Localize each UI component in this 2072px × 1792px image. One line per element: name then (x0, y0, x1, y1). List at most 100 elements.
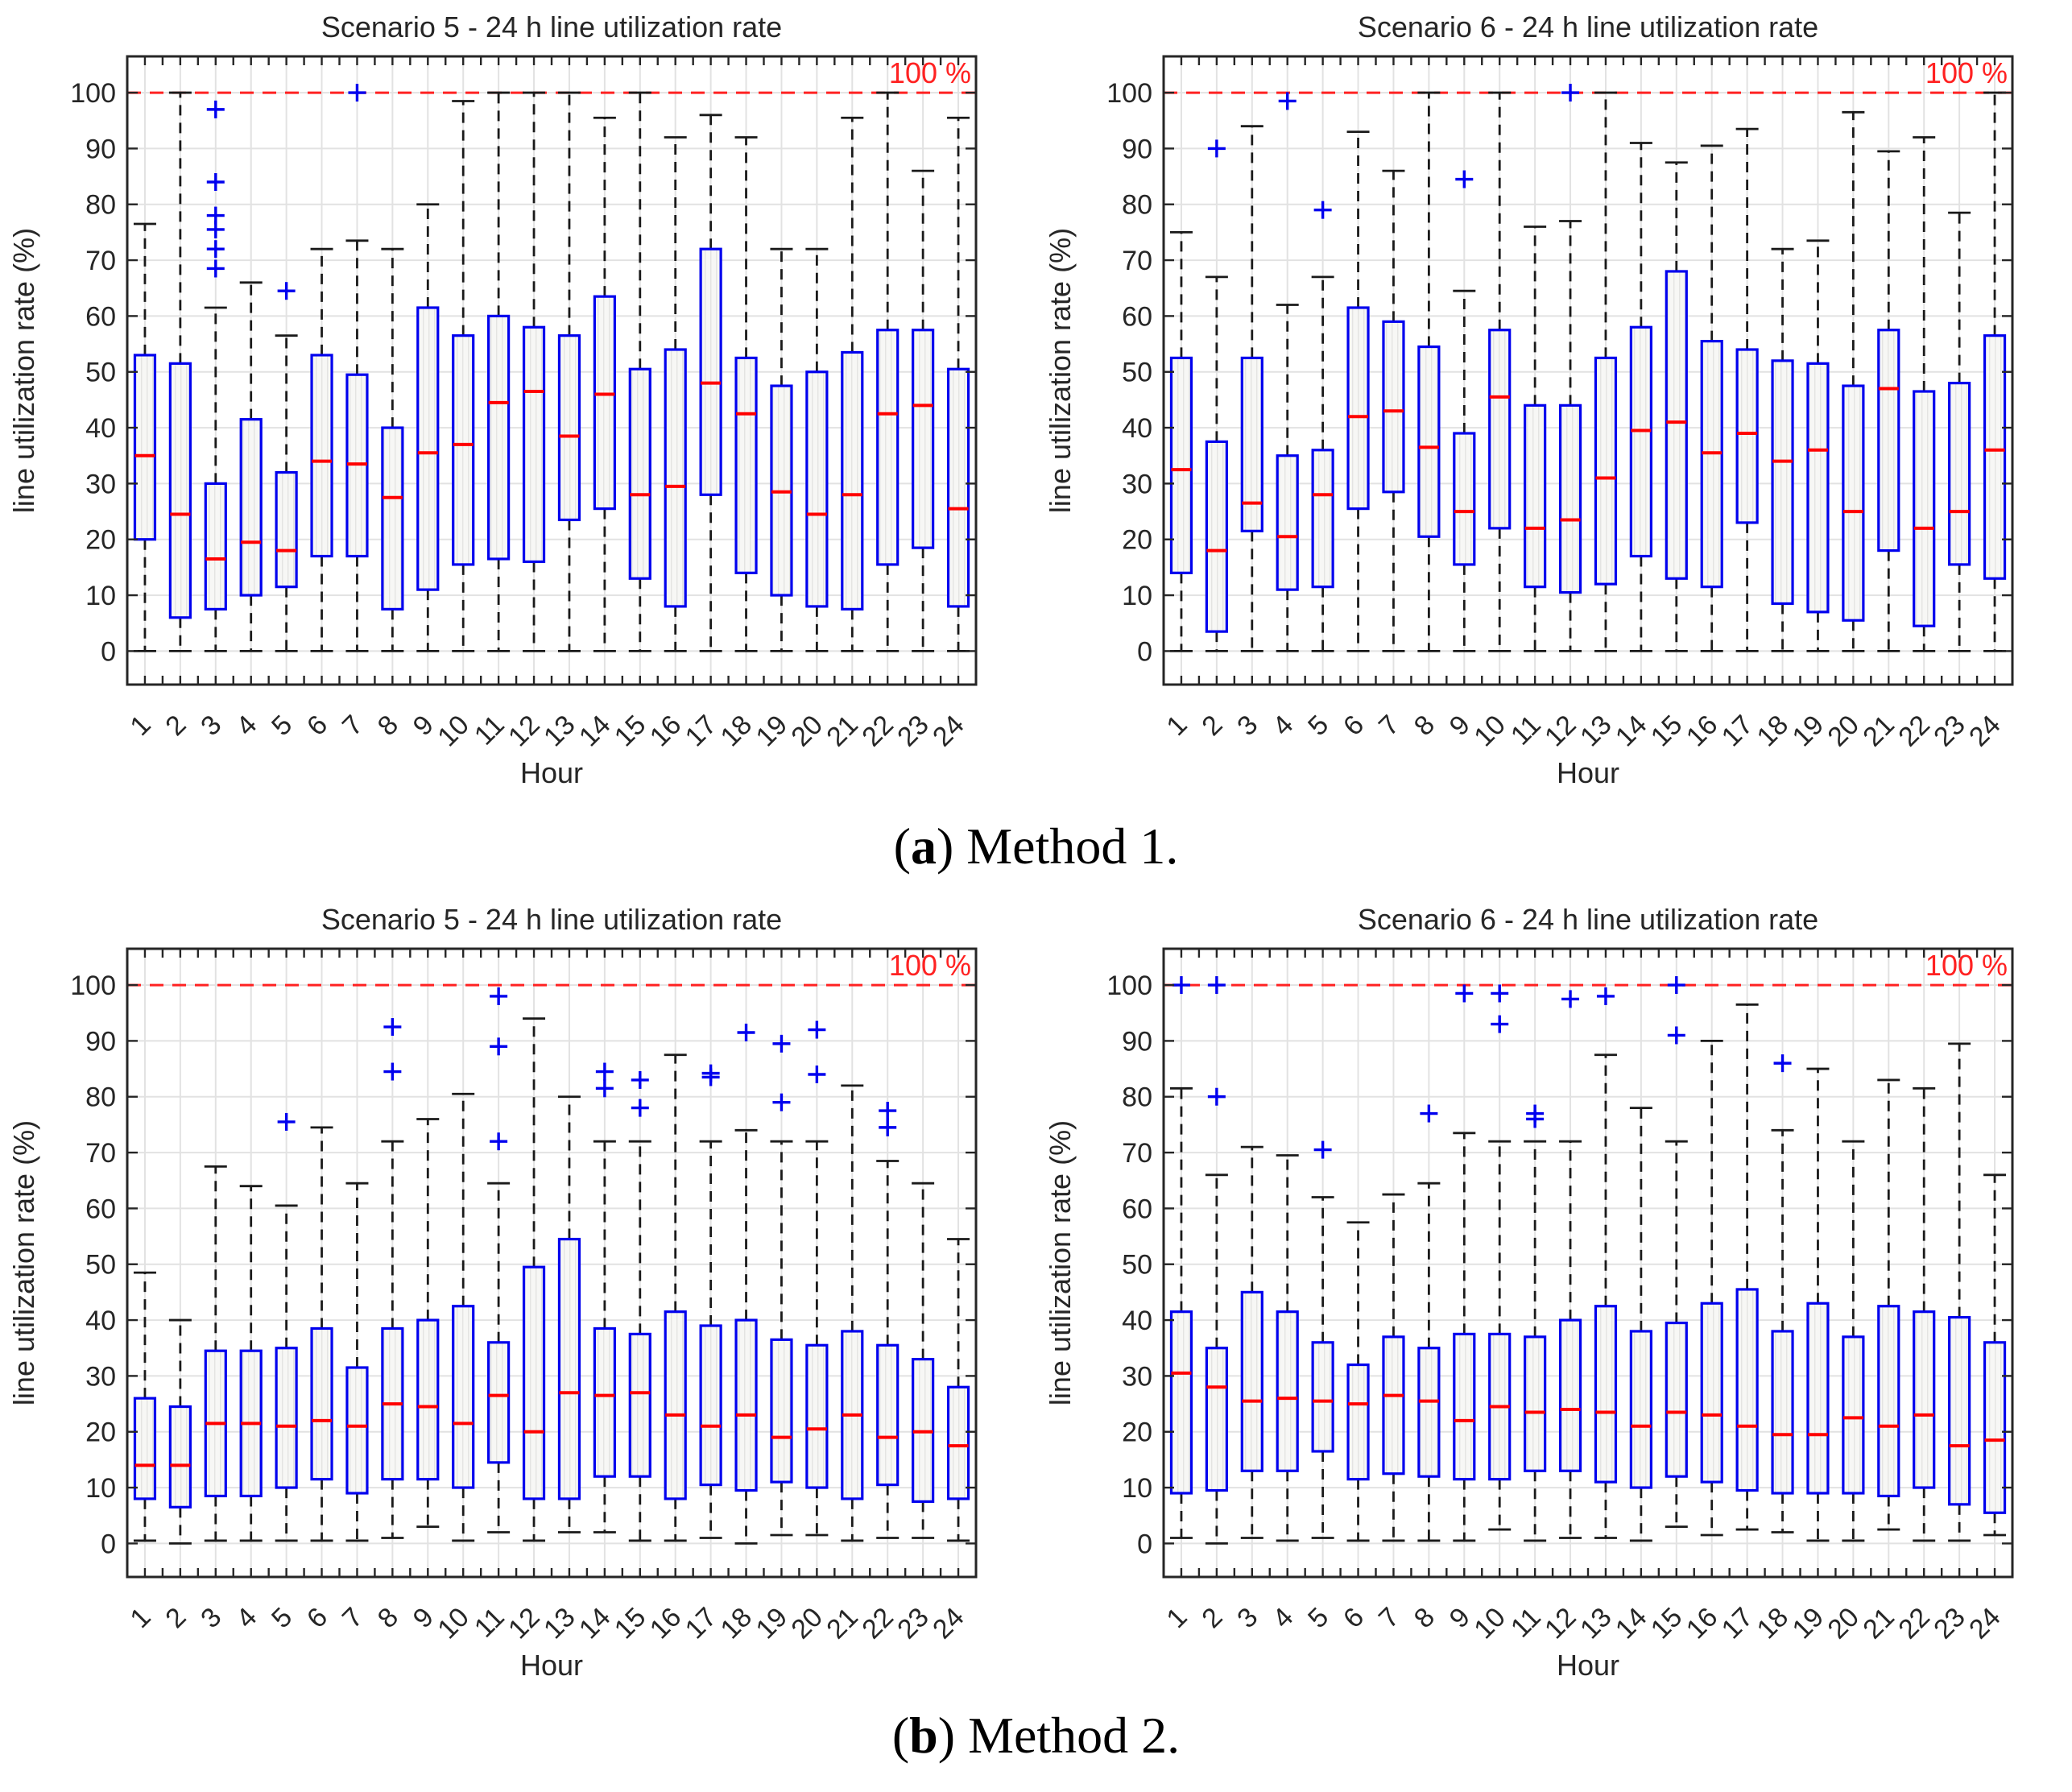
outlier-plus-hour-8 (383, 1062, 402, 1081)
outlier-plus-hour-5 (277, 282, 296, 300)
iqr-box (1524, 404, 1547, 589)
outlier-plus-hour-15 (631, 1099, 649, 1117)
outlier-plus-hour-1 (1172, 976, 1190, 995)
iqr-box (1382, 1335, 1405, 1475)
box-hour-7 (345, 239, 369, 652)
caption-method-1: (a) Method 1. (0, 817, 2072, 876)
y-tick-label: 60 (1122, 1194, 1152, 1224)
iqr-box (452, 334, 475, 566)
iqr-box (1948, 1315, 1971, 1506)
outliers-group (1207, 84, 1580, 219)
box-hour-19 (770, 1140, 793, 1537)
iqr-box (1629, 325, 1652, 558)
box-hour-11 (487, 1182, 511, 1533)
y-tick-label: 40 (85, 1306, 116, 1336)
iqr-box (805, 370, 829, 608)
outlier-plus-hour-17 (701, 1064, 720, 1082)
box-hour-23 (912, 1182, 935, 1539)
outlier-plus-hour-5 (1313, 1140, 1332, 1159)
box-hour-1 (133, 222, 157, 652)
outlier-plus-hour-15 (631, 1070, 649, 1089)
x-tick-label-hour-2: 2 (159, 710, 192, 742)
iqr-box (1983, 1341, 2007, 1514)
iqr-box (1382, 320, 1405, 494)
iqr-box (1205, 440, 1228, 633)
box-hour-17 (1735, 127, 1759, 652)
iqr-box (1983, 334, 2007, 580)
iqr-box (487, 1341, 511, 1464)
iqr-box (1346, 1363, 1370, 1481)
box-hour-15 (628, 1140, 651, 1542)
tick-marks (127, 949, 976, 1577)
box-hour-18 (1771, 247, 1794, 652)
x-tick-label-hour-1: 1 (1160, 1602, 1193, 1634)
x-tick-label-hour-4: 4 (1267, 1602, 1299, 1634)
iqr-box (664, 1310, 687, 1500)
y-tick-label: 20 (1122, 525, 1152, 556)
box-hour-6 (310, 247, 333, 652)
box-hour-8 (381, 1140, 404, 1539)
iqr-box (239, 418, 263, 597)
iqr-box (1453, 1332, 1476, 1481)
y-tick-label: 80 (1122, 190, 1152, 221)
box-hour-4 (239, 281, 263, 652)
y-tick-label: 100 (1106, 78, 1152, 109)
chart-title: Scenario 6 - 24 h line utilization rate (1358, 10, 1818, 43)
box-hour-24 (1983, 1173, 2007, 1537)
box-hour-1 (1169, 1086, 1193, 1539)
y-tick-label: 100 (70, 78, 116, 109)
box-hour-14 (593, 1140, 616, 1533)
box-hour-16 (1700, 144, 1723, 652)
y-tick-label: 10 (1122, 1473, 1152, 1504)
iqr-box (770, 1338, 793, 1484)
iqr-box (557, 334, 581, 522)
box-hour-19 (770, 247, 793, 652)
iqr-box (628, 1332, 651, 1478)
iqr-box (1558, 404, 1582, 594)
box-hour-14 (593, 116, 616, 652)
box-hour-5 (1311, 275, 1334, 652)
box-hour-13 (1594, 1053, 1618, 1539)
iqr-box (1806, 1302, 1830, 1495)
iqr-box (805, 1343, 829, 1489)
y-tick-label: 10 (85, 581, 116, 611)
box-hour-9 (416, 1118, 440, 1528)
x-tick-label-hour-9: 9 (1444, 1602, 1476, 1634)
iqr-box (1311, 449, 1334, 589)
outlier-plus-hour-2 (1207, 976, 1226, 995)
y-tick-label: 100 (70, 970, 116, 1001)
box-hour-9 (1453, 1132, 1476, 1542)
box-hour-22 (1913, 136, 1936, 652)
box-hour-10 (1488, 91, 1512, 652)
x-axis-label: Hour (520, 756, 583, 789)
y-tick-label: 90 (85, 134, 116, 164)
box-hour-1 (1169, 230, 1193, 652)
x-tick-label-hour-24: 24 (927, 710, 970, 753)
outlier-plus-hour-9 (1455, 984, 1474, 1003)
y-tick-label: 60 (85, 1194, 116, 1224)
iqr-box (628, 367, 651, 580)
y-tick-label: 20 (85, 525, 116, 556)
y-tick-label: 70 (1122, 1138, 1152, 1169)
y-tick-label: 30 (1122, 1361, 1152, 1392)
iqr-box (1629, 1330, 1652, 1489)
x-axis-label: Hour (520, 1649, 583, 1682)
box-hour-17 (1735, 1003, 1759, 1531)
box-hour-11 (1524, 1140, 1547, 1542)
iqr-box (1735, 1288, 1759, 1492)
box-hour-9 (416, 203, 440, 652)
iqr-box (1417, 1347, 1441, 1478)
caption-a-letter: a (910, 817, 937, 875)
y-tick-label: 60 (85, 301, 116, 332)
iqr-box (275, 470, 298, 589)
iqr-box (1700, 1302, 1723, 1484)
box-hour-22 (1913, 1086, 1936, 1542)
box-hour-12 (1558, 1140, 1582, 1539)
x-tick-label-hour-2: 2 (159, 1602, 192, 1634)
x-tick-label-hour-3: 3 (1231, 1602, 1263, 1634)
outlier-plus-hour-3 (206, 173, 225, 191)
box-hour-20 (1842, 110, 1865, 652)
box-hour-14 (1629, 1107, 1652, 1542)
iqr-box (381, 426, 404, 610)
x-tick-label-hour-6: 6 (301, 710, 333, 742)
